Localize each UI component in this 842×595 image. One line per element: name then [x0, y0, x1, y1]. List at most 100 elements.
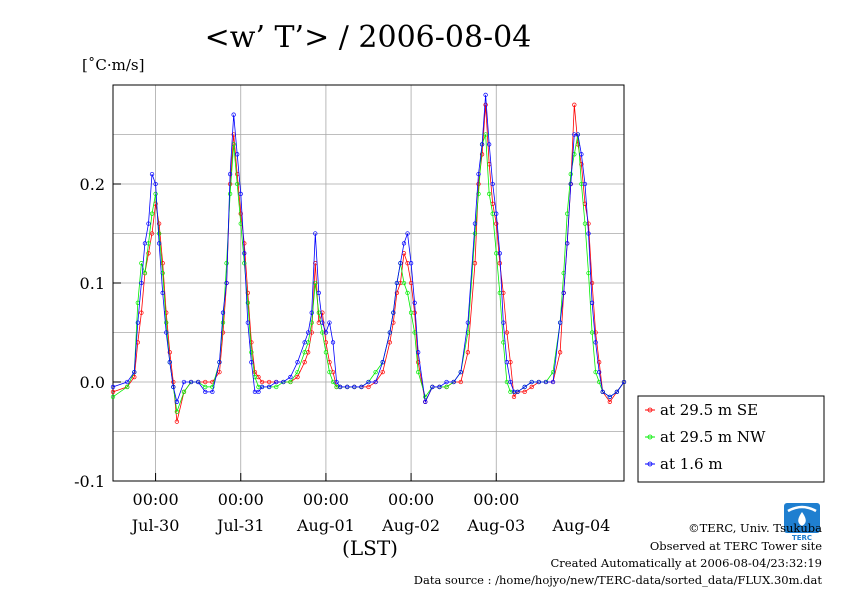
series-point [380, 360, 385, 365]
chart-title: <w’ T’> / 2006-08-04 [205, 20, 532, 55]
legend-box [637, 395, 825, 483]
series-point [252, 369, 258, 375]
series-point [139, 280, 144, 286]
series-point [302, 340, 307, 345]
series-point [494, 221, 499, 226]
series-point [582, 181, 588, 187]
series-point [274, 379, 279, 385]
logo-drop-icon [798, 512, 806, 526]
series-point [405, 231, 410, 236]
date-label: Aug-03 [466, 516, 525, 535]
series-point [181, 389, 187, 395]
series-point [174, 419, 180, 424]
series-point [529, 379, 534, 385]
date-label: Jul-31 [215, 516, 265, 535]
legend-marker [647, 461, 653, 467]
series-point [345, 384, 350, 390]
series-point [259, 384, 265, 390]
series-point [412, 300, 417, 305]
series-point [522, 389, 527, 395]
footer-observed: Observed at TERC Tower site [650, 539, 822, 553]
series-point [125, 379, 130, 385]
series-point [217, 360, 222, 365]
series-point [146, 251, 151, 256]
series-point [309, 310, 314, 315]
series-point [227, 171, 233, 177]
series-point [465, 320, 471, 325]
series-point [171, 379, 176, 385]
series-point [490, 181, 495, 187]
series-point [589, 300, 595, 305]
footer-copyright: ©TERC, Univ. Tsukuba [688, 521, 822, 535]
legend-label: at 29.5 m NW [660, 428, 766, 446]
series-point [444, 384, 449, 390]
series-point [302, 350, 307, 355]
series-point [575, 132, 581, 137]
series-point [408, 310, 414, 315]
series-point [586, 231, 591, 236]
series-point [597, 369, 602, 375]
series-point [597, 360, 602, 365]
series-point [203, 389, 208, 395]
series-point [405, 290, 410, 296]
series-point [295, 374, 300, 380]
series-point [149, 231, 155, 236]
series-point [164, 320, 169, 325]
series-point [607, 399, 612, 404]
series-point [220, 310, 226, 315]
series-point [327, 369, 332, 375]
x-tick-label: 00:00 [218, 490, 264, 509]
x-axis-label: (LST) [342, 536, 398, 560]
series-point [472, 231, 478, 236]
series-point [174, 409, 180, 414]
series-point [156, 231, 162, 236]
series-point [256, 389, 261, 395]
series-point [132, 369, 137, 375]
y-axis-unit: [˚C·m/s] [82, 56, 144, 74]
series-point [487, 191, 492, 197]
series-point [391, 310, 396, 315]
series-point [479, 142, 485, 147]
series-point [316, 290, 321, 296]
y-ticks: -0.1 0.0 0.1 0.2 [74, 175, 121, 491]
series-point [589, 280, 595, 286]
series-point [465, 330, 471, 335]
series-point [242, 251, 247, 256]
series-point [203, 379, 208, 385]
series-point [235, 152, 240, 157]
series-point [288, 379, 293, 385]
series-point [337, 384, 343, 390]
series-point [281, 379, 286, 385]
series-point [153, 191, 158, 197]
series-point [423, 399, 428, 404]
series-point [458, 379, 463, 385]
series-point [295, 360, 300, 365]
series-point [188, 379, 194, 385]
series-point [394, 280, 400, 286]
series-point [316, 310, 321, 315]
series-point [238, 211, 243, 216]
series-point [472, 221, 478, 226]
terc-logo: TERC [784, 503, 820, 542]
series-point [394, 290, 400, 296]
series-point [497, 251, 502, 256]
date-label: Aug-04 [551, 516, 610, 535]
series-point [359, 384, 364, 390]
series-point [288, 374, 293, 380]
series-point [135, 320, 140, 325]
series-point [508, 379, 513, 385]
series-point [437, 384, 442, 390]
series-point [249, 360, 254, 365]
series-point [146, 221, 151, 226]
series-point [373, 369, 378, 375]
series-point [387, 330, 392, 335]
series-point [242, 261, 247, 266]
logo-arc [787, 505, 817, 513]
series-point [249, 350, 254, 355]
series-point [543, 379, 549, 385]
series-point [401, 241, 407, 246]
series-point [125, 384, 130, 390]
series-point [196, 379, 201, 385]
series-point [167, 360, 172, 365]
series-3 [110, 92, 627, 404]
